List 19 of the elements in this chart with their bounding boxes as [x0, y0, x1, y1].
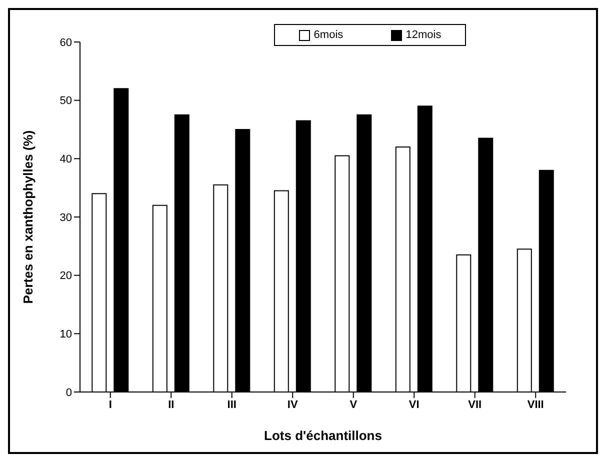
y-tick-label: 50 — [60, 95, 72, 108]
x-tick-label: I — [108, 398, 112, 411]
y-tick-label: 60 — [60, 36, 72, 49]
y-tick-label: 40 — [60, 154, 72, 166]
x-tick-label: V — [350, 398, 358, 411]
legend-label: 6mois — [314, 29, 344, 41]
legend-label: 12mois — [406, 29, 442, 41]
x-axis-title: Lots d'échantillons — [264, 428, 382, 443]
y-tick-label: 20 — [60, 270, 72, 282]
y-tick-label: 30 — [60, 212, 72, 224]
x-tick-label: II — [168, 398, 174, 411]
x-tick-label: VII — [468, 398, 482, 411]
x-tick-label: III — [227, 398, 236, 411]
x-tick-label: VIII — [527, 398, 544, 411]
y-tick-label: 10 — [60, 328, 72, 341]
x-tick-label: IV — [287, 398, 298, 411]
y-axis-title: Pertes en xanthophylles (%) — [20, 130, 36, 304]
x-tick-label: VI — [408, 398, 420, 411]
y-tick-label: 0 — [66, 386, 72, 399]
